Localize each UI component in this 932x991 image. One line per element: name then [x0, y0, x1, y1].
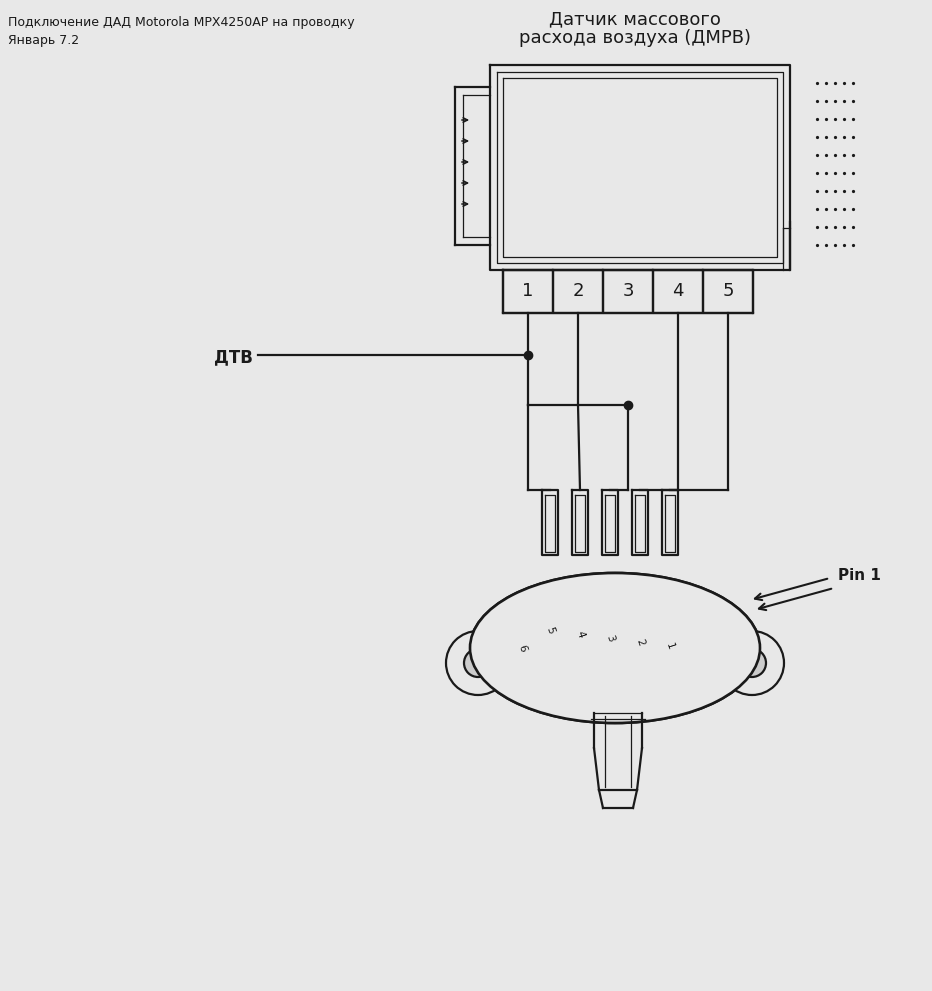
- Text: 4: 4: [672, 282, 684, 300]
- Circle shape: [738, 649, 766, 677]
- Text: расхода воздуха (ДМРВ): расхода воздуха (ДМРВ): [519, 29, 751, 47]
- Text: 1: 1: [665, 641, 676, 651]
- Text: Pin 1: Pin 1: [838, 569, 881, 584]
- Text: Датчик массового: Датчик массового: [549, 10, 721, 28]
- Text: Подключение ДАД Motorola MPX4250AP на проводку: Подключение ДАД Motorola MPX4250AP на пр…: [8, 16, 354, 29]
- Text: 5: 5: [544, 625, 555, 634]
- Text: 2: 2: [572, 282, 583, 300]
- Circle shape: [720, 631, 784, 695]
- Text: 3: 3: [604, 633, 616, 643]
- Text: ДТВ: ДТВ: [214, 348, 253, 366]
- Text: 6: 6: [516, 643, 528, 653]
- Text: 2: 2: [634, 637, 646, 647]
- Text: Январь 7.2: Январь 7.2: [8, 34, 79, 47]
- Ellipse shape: [470, 573, 760, 723]
- Text: 4: 4: [574, 629, 586, 638]
- Text: 3: 3: [623, 282, 634, 300]
- Circle shape: [464, 649, 492, 677]
- Circle shape: [446, 631, 510, 695]
- Text: 5: 5: [722, 282, 733, 300]
- Ellipse shape: [470, 573, 760, 723]
- Text: 1: 1: [522, 282, 534, 300]
